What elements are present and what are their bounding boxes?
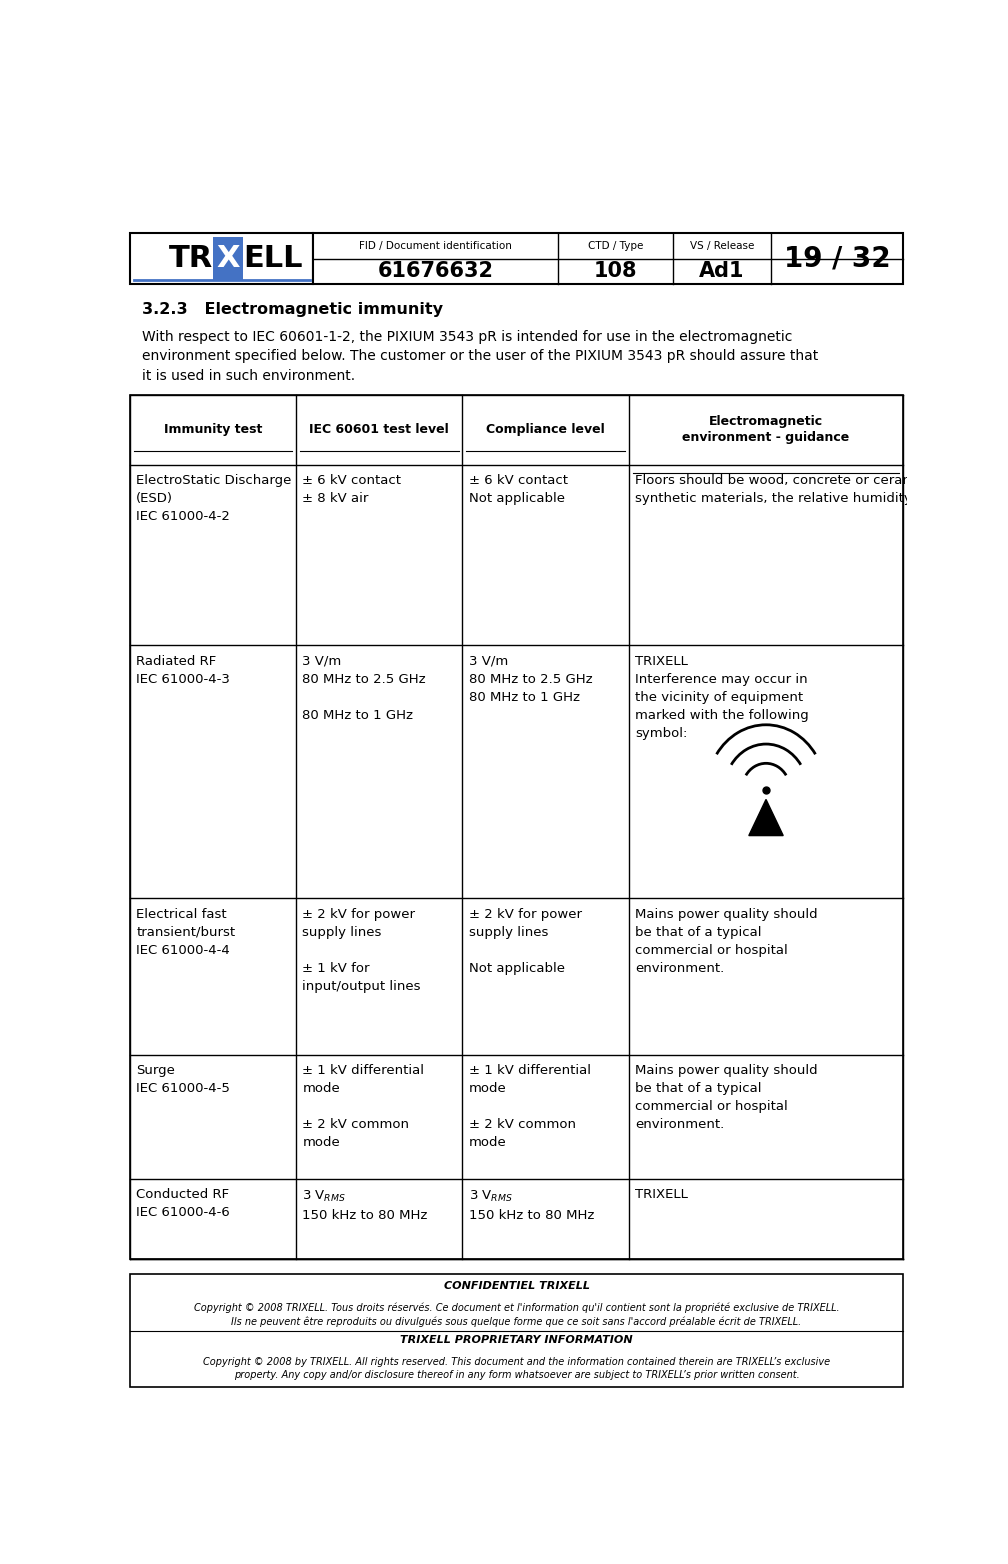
Text: Floors should be wood, concrete or ceramic tile. If floors are covered with
synt: Floors should be wood, concrete or ceram… bbox=[635, 474, 1008, 505]
Text: ± 2 kV for power
supply lines

± 1 kV for
input/output lines: ± 2 kV for power supply lines ± 1 kV for… bbox=[302, 907, 421, 993]
Text: 19 / 32: 19 / 32 bbox=[783, 244, 890, 272]
Text: Conducted RF
IEC 61000-4-6: Conducted RF IEC 61000-4-6 bbox=[136, 1189, 230, 1220]
Text: Copyright © 2008 TRIXELL. Tous droits réservés. Ce document et l'information qu': Copyright © 2008 TRIXELL. Tous droits ré… bbox=[194, 1303, 840, 1328]
Text: ± 2 kV for power
supply lines

Not applicable: ± 2 kV for power supply lines Not applic… bbox=[469, 907, 582, 974]
Text: Ad1: Ad1 bbox=[700, 261, 745, 282]
Text: Compliance level: Compliance level bbox=[486, 424, 605, 436]
Text: TRIXELL: TRIXELL bbox=[635, 1189, 687, 1201]
Text: TRIXELL PROPRIETARY INFORMATION: TRIXELL PROPRIETARY INFORMATION bbox=[400, 1336, 633, 1345]
Text: ± 6 kV contact
Not applicable: ± 6 kV contact Not applicable bbox=[469, 474, 568, 505]
Text: Electrical fast
transient/burst
IEC 61000-4-4: Electrical fast transient/burst IEC 6100… bbox=[136, 907, 235, 957]
Text: 108: 108 bbox=[594, 261, 637, 282]
Text: Immunity test: Immunity test bbox=[164, 424, 262, 436]
Text: 3 V/m
80 MHz to 2.5 GHz

80 MHz to 1 GHz: 3 V/m 80 MHz to 2.5 GHz 80 MHz to 1 GHz bbox=[302, 655, 426, 723]
Bar bbox=[130, 1275, 903, 1387]
Bar bbox=[313, 233, 903, 285]
Text: Copyright © 2008 by TRIXELL. All rights reserved. This document and the informat: Copyright © 2008 by TRIXELL. All rights … bbox=[203, 1358, 831, 1381]
Text: With respect to IEC 60601-1-2, the PIXIUM 3543 pR is intended for use in the ele: With respect to IEC 60601-1-2, the PIXIU… bbox=[141, 330, 817, 383]
Text: 3 V$_{RMS}$
150 kHz to 80 MHz: 3 V$_{RMS}$ 150 kHz to 80 MHz bbox=[469, 1189, 594, 1221]
Text: Electromagnetic
environment - guidance: Electromagnetic environment - guidance bbox=[682, 414, 850, 444]
Text: 61676632: 61676632 bbox=[378, 261, 494, 282]
Text: X: X bbox=[216, 244, 240, 274]
Text: VS / Release: VS / Release bbox=[689, 241, 754, 252]
Text: ElectroStatic Discharge
(ESD)
IEC 61000-4-2: ElectroStatic Discharge (ESD) IEC 61000-… bbox=[136, 474, 291, 524]
Text: 3 V/m
80 MHz to 2.5 GHz
80 MHz to 1 GHz: 3 V/m 80 MHz to 2.5 GHz 80 MHz to 1 GHz bbox=[469, 655, 593, 704]
Text: CONFIDENTIEL TRIXELL: CONFIDENTIEL TRIXELL bbox=[444, 1281, 590, 1292]
Text: Surge
IEC 61000-4-5: Surge IEC 61000-4-5 bbox=[136, 1065, 230, 1095]
Text: I: I bbox=[215, 244, 226, 274]
Text: IEC 60601 test level: IEC 60601 test level bbox=[309, 424, 450, 436]
Bar bbox=[213, 238, 243, 280]
Text: ± 6 kV contact
± 8 kV air: ± 6 kV contact ± 8 kV air bbox=[302, 474, 401, 505]
Text: CTD / Type: CTD / Type bbox=[588, 241, 643, 252]
Text: Mains power quality should
be that of a typical
commercial or hospital
environme: Mains power quality should be that of a … bbox=[635, 1065, 817, 1131]
Text: FID / Document identification: FID / Document identification bbox=[360, 241, 512, 252]
Text: Mains power quality should
be that of a typical
commercial or hospital
environme: Mains power quality should be that of a … bbox=[635, 907, 817, 974]
Text: ± 1 kV differential
mode

± 2 kV common
mode: ± 1 kV differential mode ± 2 kV common m… bbox=[302, 1065, 424, 1150]
Text: Radiated RF
IEC 61000-4-3: Radiated RF IEC 61000-4-3 bbox=[136, 655, 230, 687]
Polygon shape bbox=[749, 799, 783, 835]
Text: ± 1 kV differential
mode

± 2 kV common
mode: ± 1 kV differential mode ± 2 kV common m… bbox=[469, 1065, 591, 1150]
Text: TR: TR bbox=[169, 244, 213, 274]
Text: TRIXELL
Interference may occur in
the vicinity of equipment
marked with the foll: TRIXELL Interference may occur in the vi… bbox=[635, 655, 808, 740]
Bar bbox=[130, 394, 903, 1259]
Text: ELL: ELL bbox=[244, 244, 303, 274]
Text: 3 V$_{RMS}$
150 kHz to 80 MHz: 3 V$_{RMS}$ 150 kHz to 80 MHz bbox=[302, 1189, 427, 1221]
Text: 3.2.3   Electromagnetic immunity: 3.2.3 Electromagnetic immunity bbox=[141, 302, 443, 317]
Bar bbox=[130, 233, 313, 285]
